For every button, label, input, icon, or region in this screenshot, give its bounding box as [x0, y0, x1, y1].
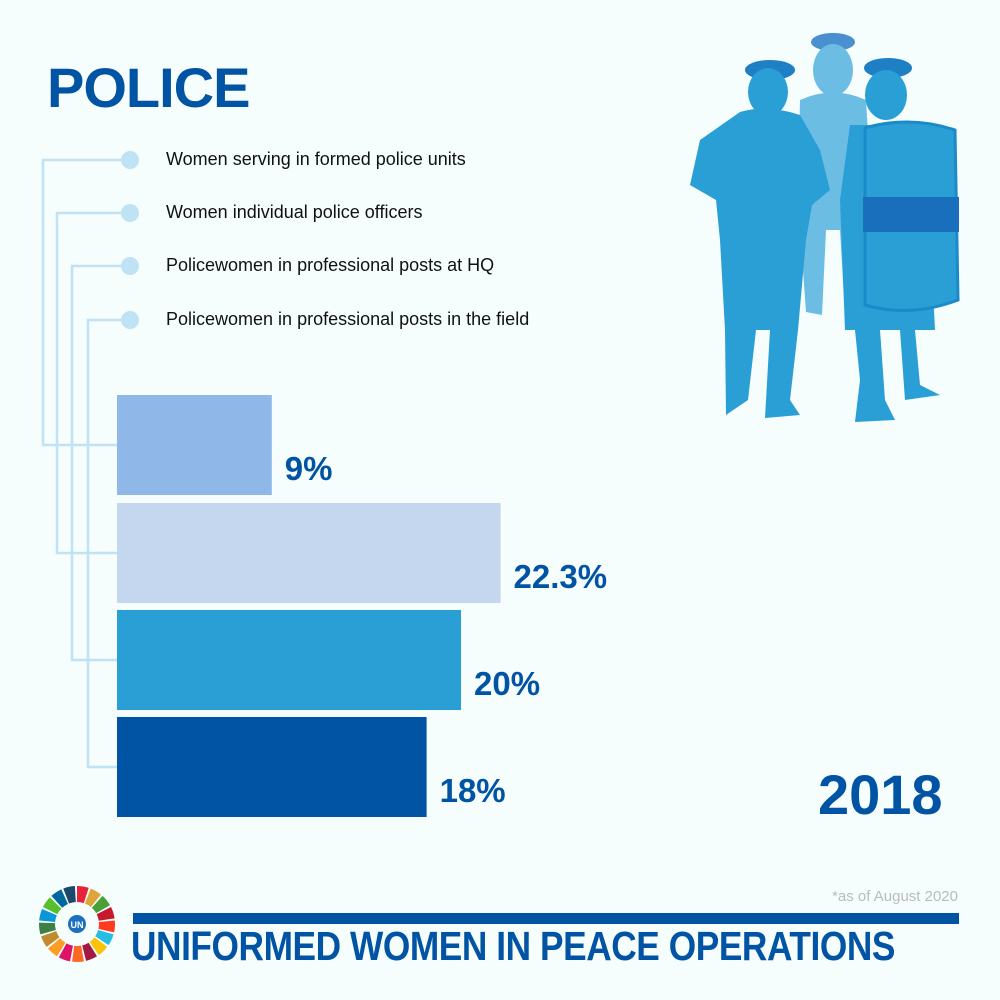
legend-connector — [70, 264, 130, 662]
bar — [117, 717, 427, 817]
sdg-ring-segment — [51, 889, 68, 908]
logo-text: UN — [71, 920, 84, 930]
bar-value-label: 20% — [474, 665, 541, 702]
legend-marker — [121, 311, 139, 329]
year-label: 2018 — [818, 763, 943, 826]
sdg-ring-segment — [96, 907, 115, 921]
page-title: POLICE — [47, 56, 250, 119]
sdg-ring-segment — [95, 930, 114, 946]
footer-title: UNIFORMED WOMEN IN PEACE OPERATIONS — [131, 923, 895, 969]
sdg-ring-segment — [91, 895, 111, 914]
bar-value-label: 22.3% — [513, 558, 608, 595]
sdg-ring-segment — [89, 937, 108, 956]
sdg-ring-segment — [47, 938, 66, 957]
footnote: *as of August 2020 — [832, 888, 958, 905]
bar-value-label: 18% — [439, 772, 506, 809]
sdg-ring-segment — [84, 888, 102, 907]
legend-connector — [41, 158, 130, 447]
sdg-ring-segment — [39, 922, 56, 935]
legend-marker — [121, 257, 139, 275]
sdg-ring-segment — [77, 886, 89, 904]
legend-label: Women individual police officers — [166, 202, 423, 222]
sdg-ring-segment — [72, 945, 84, 962]
sdg-ring-segment — [63, 886, 76, 904]
legend-marker — [121, 151, 139, 169]
legend-label: Women serving in formed police units — [166, 149, 466, 169]
sdg-ring-segment — [82, 942, 98, 961]
bar — [117, 395, 272, 495]
legend-connector — [86, 318, 130, 769]
sdg-ring-segment — [58, 943, 73, 962]
police-silhouettes-illustration — [690, 33, 960, 422]
legend-label: Policewomen in professional posts at HQ — [166, 255, 495, 275]
sdg-ring-segment — [39, 908, 57, 922]
legend-label: Policewomen in professional posts in the… — [166, 309, 530, 329]
sdg-ring-segment — [98, 920, 116, 933]
bar — [117, 610, 461, 710]
bar-value-label: 9% — [284, 450, 333, 487]
footer-rule — [133, 913, 959, 924]
bar — [117, 503, 501, 603]
legend-marker — [121, 204, 139, 222]
sdg-ring-segment — [41, 931, 60, 947]
legend-connector — [55, 211, 130, 555]
sdg-ring-segment — [42, 897, 62, 915]
un-sdg-logo: UN — [39, 886, 116, 962]
